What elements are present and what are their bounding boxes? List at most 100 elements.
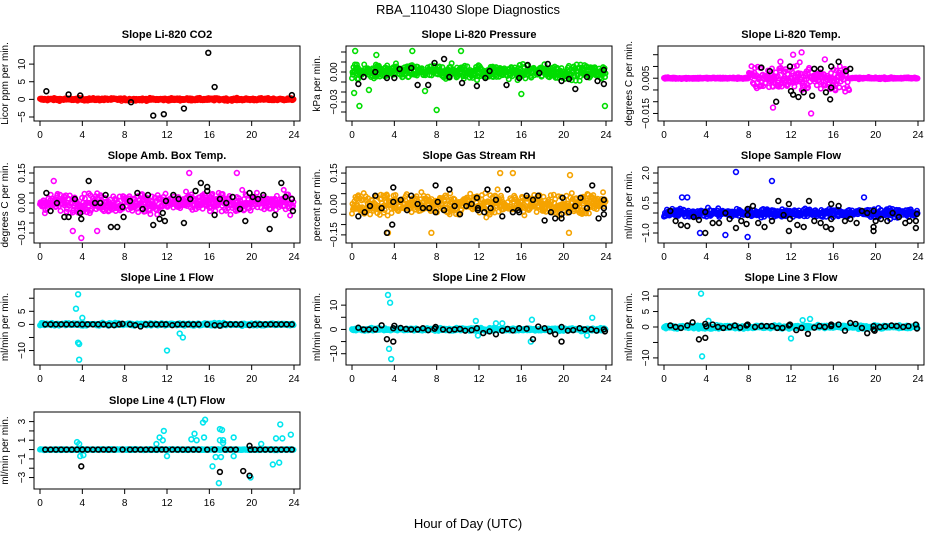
x-tick-label: 12: [785, 130, 797, 141]
point-hourly: [529, 335, 537, 343]
point: [715, 205, 722, 212]
point-hourly: [786, 215, 794, 223]
x-tick-label: 8: [746, 374, 752, 385]
point-hourly: [137, 323, 144, 330]
x-tick-label: 20: [558, 252, 570, 263]
x-tick-label: 4: [392, 252, 398, 263]
point-hourly: [702, 229, 709, 237]
point-hourly: [246, 189, 253, 197]
point-hourly: [889, 209, 896, 217]
point: [547, 192, 554, 199]
x-tick-label: 0: [349, 130, 355, 141]
plot-frame: [345, 45, 613, 122]
point-outlier: [386, 299, 394, 306]
point-hourly: [726, 215, 733, 223]
point-hourly: [53, 199, 61, 207]
point-hourly: [841, 217, 849, 225]
point-hourly: [390, 184, 397, 191]
x-tick-label: 20: [558, 130, 570, 141]
point-hourly: [390, 198, 397, 206]
point-hourly: [577, 194, 584, 201]
point-hourly: [372, 192, 379, 199]
point: [206, 208, 213, 215]
point-outlier: [732, 168, 740, 176]
point-hourly: [516, 325, 523, 332]
y-tick-label: 0.5: [641, 196, 652, 210]
point: [280, 186, 287, 193]
point-outlier: [678, 194, 686, 201]
y-tick-label: 5: [641, 308, 652, 314]
point: [793, 62, 800, 69]
point: [392, 192, 399, 199]
point-hourly: [288, 321, 296, 328]
x-tick-label: 4: [704, 130, 710, 141]
x-tick-label: 20: [246, 130, 258, 141]
point-outlier: [474, 332, 482, 339]
point-hourly: [391, 322, 398, 329]
point-hourly: [504, 186, 511, 193]
point-hourly: [474, 206, 482, 214]
point-hourly: [408, 64, 415, 72]
point: [209, 190, 216, 197]
point-outlier: [50, 177, 57, 185]
point-hourly: [572, 85, 579, 93]
point: [451, 196, 458, 203]
point-hourly: [569, 326, 577, 334]
point-hourly: [565, 75, 573, 83]
point-hourly: [672, 217, 679, 225]
point-outlier: [601, 102, 609, 110]
point: [788, 68, 795, 75]
x-tick-label: 12: [785, 252, 797, 263]
y-tick-label: 0.00: [17, 193, 28, 213]
point-hourly: [383, 229, 391, 237]
point: [162, 190, 169, 197]
point-hourly: [77, 209, 84, 217]
point: [846, 87, 853, 94]
x-tick-label: 0: [37, 374, 43, 385]
point-hourly: [180, 105, 188, 112]
point-hourly: [126, 197, 134, 205]
point-hourly: [473, 82, 481, 90]
point-hourly: [242, 217, 249, 225]
point-hourly: [509, 327, 517, 334]
point-hourly: [600, 196, 608, 204]
point-hourly: [456, 211, 464, 218]
point-outlier: [78, 234, 85, 242]
x-tick-label: 24: [600, 252, 612, 263]
point-outlier: [789, 51, 797, 58]
y-tick-label: 0.15: [17, 163, 28, 183]
x-tick-label: 0: [661, 374, 667, 385]
point-hourly: [446, 186, 453, 193]
point-hourly: [789, 91, 797, 98]
point-outlier: [75, 340, 83, 348]
point: [287, 212, 294, 219]
x-tick-label: 20: [558, 374, 570, 385]
point: [914, 75, 921, 82]
point-hourly: [440, 206, 448, 214]
panel-title: Slope Line 1 Flow: [121, 272, 214, 284]
point: [483, 214, 490, 221]
point: [568, 190, 575, 197]
point-hourly: [544, 60, 551, 68]
data-points: [36, 49, 297, 119]
point: [774, 73, 781, 80]
point-hourly: [583, 204, 591, 212]
point-hourly: [192, 187, 199, 195]
y-tick-label: 0.005: [641, 65, 652, 90]
point-outlier: [696, 229, 704, 237]
y-tick-label: −1.0: [641, 223, 652, 243]
point-hourly: [684, 222, 691, 230]
point-hourly: [870, 207, 877, 215]
point-hourly: [558, 323, 565, 331]
point-outlier: [350, 89, 358, 97]
point-hourly: [677, 221, 685, 229]
point-hourly: [826, 96, 834, 103]
y-axis-label: degrees C per min.: [0, 162, 11, 247]
point-hourly: [397, 196, 404, 204]
point-hourly: [786, 63, 794, 70]
x-tick-label: 8: [122, 252, 128, 263]
y-axis-label: kPa per min.: [312, 55, 323, 111]
